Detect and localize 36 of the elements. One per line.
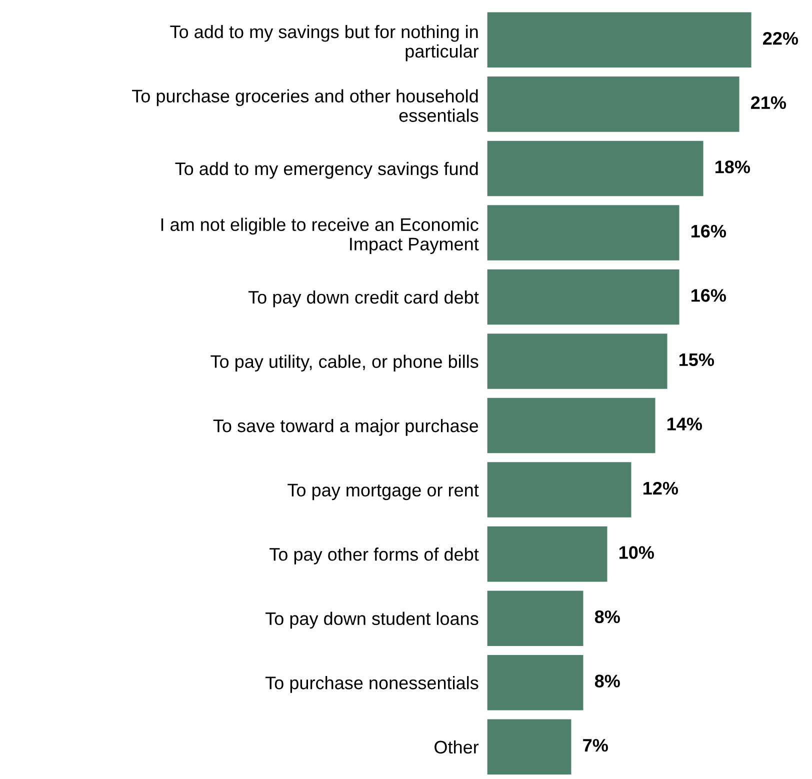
y-tick-label: To purchase nonessentials (266, 676, 478, 693)
data-label: 18% (716, 160, 750, 174)
y-tick-label: To add to my savings but for nothing in particular (170, 24, 479, 62)
y-tick-label: Other (434, 740, 479, 754)
data-label: 21% (751, 96, 786, 109)
y-tick-label: To add to my emergency savings fund (175, 162, 478, 179)
y-tick-label: To pay down student loans (265, 612, 478, 629)
bar (487, 76, 740, 132)
bar (487, 398, 656, 454)
bar (487, 654, 584, 710)
bar (487, 269, 680, 325)
data-label: 10% (619, 546, 654, 559)
y-tick-label: To pay mortgage or rent (288, 484, 479, 500)
data-label: 16% (691, 224, 726, 238)
data-label: 22% (763, 32, 798, 45)
data-label: 8% (594, 610, 620, 624)
bar (487, 140, 704, 196)
y-tick-label: To purchase groceries and other household essentials (132, 89, 478, 122)
y-tick-label: To save toward a major purchase (213, 418, 478, 436)
bar (487, 205, 680, 260)
bar (487, 719, 572, 774)
bar (487, 590, 584, 646)
y-tick-label: To pay utility, cable, or phone bills (210, 354, 478, 372)
data-label: 15% (679, 353, 714, 366)
y-tick-label: To pay other forms of debt (270, 548, 479, 564)
data-label: 16% (691, 289, 726, 302)
bar (487, 12, 752, 68)
bar (487, 334, 668, 389)
y-tick-label: To pay down credit card debt (248, 290, 479, 308)
data-label: 12% (643, 482, 678, 495)
data-label: 7% (583, 738, 608, 752)
data-label: 8% (594, 674, 620, 688)
bar (487, 526, 608, 582)
bar (487, 462, 632, 518)
y-tick-label: I am not eligible to receive an Economic Impact Payment (161, 218, 479, 254)
data-label: 14% (667, 418, 702, 430)
